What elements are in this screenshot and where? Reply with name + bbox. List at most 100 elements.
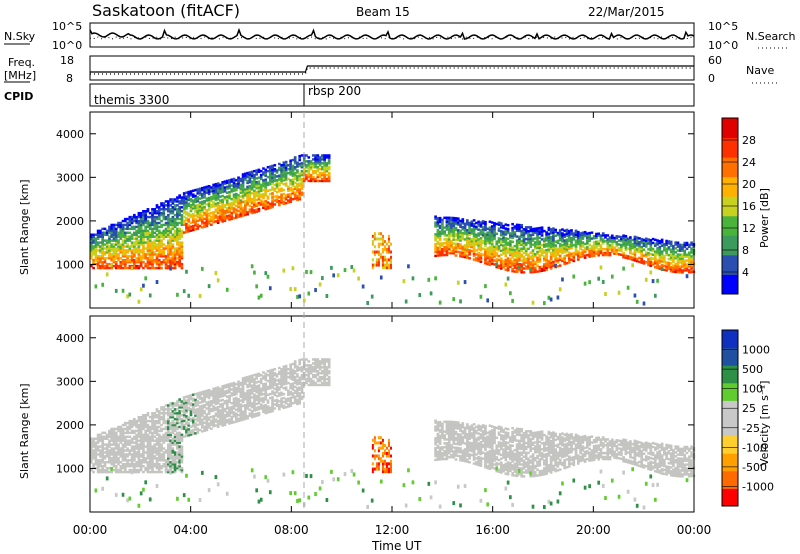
- velocity-cell: [167, 404, 170, 407]
- power-cell: [255, 208, 259, 211]
- power-cell: [674, 255, 678, 258]
- power-cell: [520, 255, 524, 258]
- power-cell: [155, 260, 159, 264]
- power-cell: [681, 259, 684, 262]
- velocity-cell: [182, 411, 186, 415]
- power-cell: [171, 217, 175, 221]
- power-cell: [561, 249, 564, 253]
- velocity-cell: [126, 435, 129, 439]
- velocity-cell: [207, 390, 211, 394]
- power-cell: [178, 245, 181, 248]
- power-cell: [180, 200, 184, 203]
- power-cell: [187, 204, 191, 208]
- power-cell: [298, 192, 302, 195]
- power-cell: [275, 184, 279, 188]
- power-cell: [200, 214, 204, 217]
- power-cell: [153, 210, 157, 213]
- power-cell: [533, 262, 537, 266]
- power-cell: [160, 225, 163, 229]
- velocity-cell: [96, 466, 100, 470]
- power-cell: [176, 241, 179, 244]
- velocity-cell: [237, 386, 240, 389]
- power-cell: [690, 247, 693, 250]
- power-cell: [253, 173, 256, 177]
- power-cell: [128, 227, 132, 231]
- velocity-cell: [148, 439, 152, 442]
- power-cell: [273, 167, 277, 171]
- velocity-cell: [117, 457, 120, 460]
- power-cell: [513, 231, 517, 234]
- power-cell: [377, 245, 380, 249]
- power-cell: [128, 245, 132, 248]
- power-cell: [323, 173, 326, 177]
- power-cell: [162, 260, 166, 264]
- power-cell: [298, 156, 302, 160]
- velocity-cell: [94, 445, 98, 448]
- power-cell: [536, 252, 539, 256]
- power-cell: [669, 242, 673, 246]
- power-cell: [490, 260, 494, 263]
- power-cell: [520, 259, 524, 262]
- velocity-cell: [130, 425, 134, 429]
- power-cell: [314, 158, 317, 161]
- power-cell: [465, 244, 469, 248]
- velocity-cell: [157, 466, 161, 470]
- power-cell: [311, 162, 315, 165]
- power-cell: [268, 175, 272, 178]
- power-cell: [434, 244, 437, 248]
- power-cell: [506, 263, 510, 266]
- power-cell: [549, 261, 553, 264]
- velocity-cell: [216, 411, 220, 415]
- power-cell: [239, 195, 243, 198]
- power-cell: [210, 223, 213, 226]
- power-cell: [685, 263, 689, 266]
- velocity-cell: [187, 422, 191, 425]
- velocity-cell: [185, 434, 188, 438]
- velocity-cell: [171, 423, 175, 427]
- power-cell: [169, 264, 172, 268]
- velocity-cell: [182, 419, 186, 423]
- velocity-cell: [148, 453, 152, 456]
- power-cell: [520, 253, 524, 256]
- velocity-cell: [162, 433, 166, 437]
- power-cell: [381, 260, 384, 264]
- power-cell: [502, 240, 505, 243]
- power-cell: [377, 263, 380, 267]
- power-cell: [678, 253, 682, 256]
- velocity-cell: [196, 400, 200, 403]
- power-cell: [504, 268, 508, 271]
- power-cell: [441, 248, 444, 251]
- velocity-cell: [121, 453, 125, 456]
- velocity-cell: [92, 449, 95, 452]
- power-cell: [629, 242, 632, 245]
- power-cell: [137, 249, 141, 252]
- velocity-cell: [137, 429, 141, 433]
- noise-right-label: N.Search: [746, 30, 796, 43]
- power-cell: [275, 194, 279, 198]
- power-cell: [484, 252, 487, 255]
- velocity-cell: [114, 453, 118, 456]
- power-cell: [173, 249, 177, 252]
- power-cell: [239, 179, 243, 183]
- power-cell: [250, 192, 254, 195]
- velocity-cell: [219, 413, 222, 416]
- power-cell: [194, 196, 197, 200]
- power-cell: [121, 239, 125, 242]
- velocity-cell: [128, 427, 132, 431]
- power-cell: [373, 245, 376, 249]
- power-cell: [171, 215, 175, 219]
- velocity-cell: [212, 419, 215, 422]
- power-cell: [176, 292, 179, 297]
- power-cell: [182, 192, 186, 195]
- velocity-cell: [142, 417, 145, 421]
- power-cell: [672, 254, 675, 258]
- power-cell: [513, 225, 517, 228]
- power-cell: [167, 208, 170, 211]
- velocity-cell: [90, 455, 93, 458]
- velocity-cell: [180, 435, 184, 439]
- power-cell: [543, 265, 546, 268]
- velocity-cell: [153, 439, 157, 442]
- power-cell: [153, 223, 157, 227]
- power-cell: [137, 235, 141, 238]
- power-cell: [411, 276, 415, 281]
